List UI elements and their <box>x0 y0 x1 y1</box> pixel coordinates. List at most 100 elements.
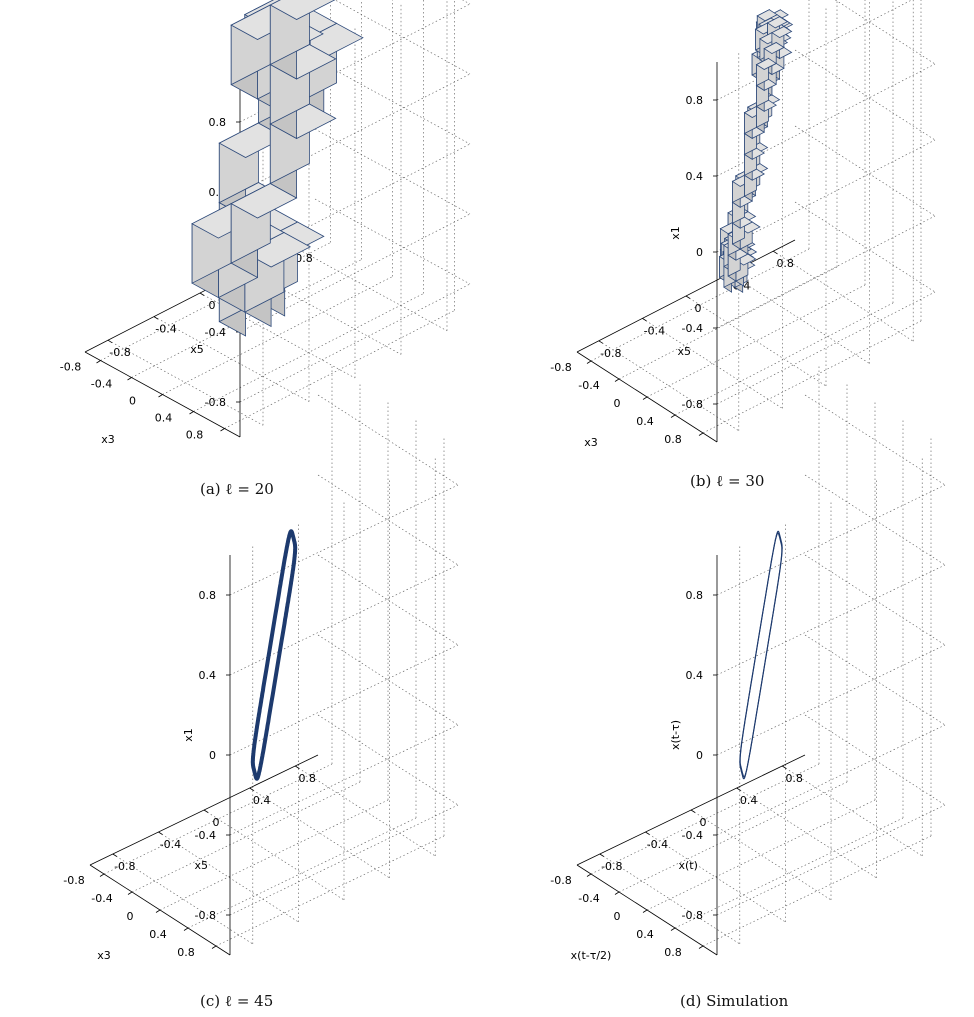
z-tick-label: 0.8 <box>209 116 227 129</box>
y-tick-label: -0.4 <box>155 323 176 336</box>
grid-line <box>239 213 471 333</box>
x-tick-label: -0.8 <box>550 874 571 887</box>
x-tick <box>96 360 101 364</box>
x-tick-label: 0.4 <box>636 928 654 941</box>
x-tick-label: -0.4 <box>91 892 112 905</box>
z-tick-label: 0 <box>696 246 703 259</box>
panel-c-plot: 0.80.40-0.4-0.8-0.8-0.400.40.80.80.40-0.… <box>63 364 459 962</box>
y-tick-label: 0.8 <box>298 772 316 785</box>
y-axis-label: x(t) <box>678 859 697 872</box>
grid-line <box>224 310 455 429</box>
cube-top-face <box>763 42 785 55</box>
grid-line <box>100 242 331 361</box>
x-axis-label: x3 <box>97 949 111 962</box>
box-cube <box>743 105 766 140</box>
grid-line <box>314 58 471 145</box>
y-tick <box>642 318 647 322</box>
z-tick-label: 0 <box>209 749 216 762</box>
x-tick-label: 0.8 <box>177 946 195 959</box>
x-tick <box>642 396 648 400</box>
x-tick <box>642 909 648 913</box>
box-cube <box>230 182 298 279</box>
grid-line <box>618 266 838 380</box>
y-tick <box>645 831 650 835</box>
y-tick <box>781 765 787 769</box>
y-tick-label: -0.4 <box>644 324 665 337</box>
z-axis-label: x(t-τ) <box>669 720 682 750</box>
z-tick-label: 0.4 <box>686 669 704 682</box>
x-tick-label: 0.4 <box>155 412 173 425</box>
x-tick <box>220 428 225 432</box>
x-axis-label: x(t-τ/2) <box>571 949 612 962</box>
grid-line <box>702 320 922 434</box>
y-tick <box>203 809 209 813</box>
box-cube <box>755 78 777 113</box>
caption-d: (d) Simulation <box>680 992 789 1010</box>
y-tick-label: 0.8 <box>776 257 794 270</box>
z-tick-label: 0.8 <box>199 589 217 602</box>
z-tick-label: -0.8 <box>205 396 226 409</box>
cube-top-face <box>756 9 778 22</box>
box-cube <box>269 0 336 80</box>
y-tick <box>249 787 254 791</box>
x-tick <box>183 927 189 931</box>
z-tick-label: -0.4 <box>195 829 216 842</box>
y-tick-label: -0.4 <box>647 838 668 851</box>
x-tick <box>670 927 676 931</box>
x-tick-label: 0 <box>129 395 136 408</box>
x-tick <box>670 414 676 418</box>
y-axis-label: x5 <box>677 345 691 358</box>
caption-b: (b) ℓ = 30 <box>690 472 765 490</box>
panel-b-plot: 0.80.40-0.4-0.8-0.8-0.400.40.80.80.40-0.… <box>550 0 936 449</box>
y-tick-label: -0.8 <box>601 860 622 873</box>
x-axis-label: x3 <box>101 433 115 446</box>
x-tick-label: -0.8 <box>60 361 81 374</box>
x-tick <box>211 945 217 949</box>
x-tick-label: -0.8 <box>550 361 571 374</box>
y-tick-label: -0.8 <box>114 860 135 873</box>
panel-d-plot: 0.80.40-0.4-0.8-0.8-0.400.40.80.80.40-0.… <box>550 364 946 962</box>
x-axis-label: x3 <box>584 436 598 449</box>
grid-line <box>291 245 448 332</box>
x-tick-label: 0.4 <box>149 928 167 941</box>
box-cube <box>755 57 777 92</box>
x-tick <box>586 873 592 877</box>
y-tick <box>772 250 778 255</box>
grid-line <box>716 0 913 101</box>
x-tick <box>614 891 620 895</box>
y-axis-label: x5 <box>190 343 204 356</box>
y-tick-label: -0.4 <box>160 838 181 851</box>
z-tick-label: 0.8 <box>686 589 704 602</box>
z-axis-label: x1 <box>669 226 682 240</box>
panel-a-plot: 0.80.40-0.4-0.8-0.8-0.400.40.80.80.40-0.… <box>60 0 471 446</box>
z-tick-label: -0.4 <box>682 322 703 335</box>
grid-line <box>153 316 310 402</box>
grid-line <box>674 302 894 416</box>
cube-top-face <box>269 0 336 20</box>
cube-top-face <box>766 16 789 29</box>
x-tick-label: 0 <box>614 397 621 410</box>
limit-cycle-curve <box>250 529 298 781</box>
y-tick <box>736 787 741 791</box>
caption-a: (a) ℓ = 20 <box>200 480 274 498</box>
y-tick <box>690 809 696 813</box>
x-tick <box>155 909 161 913</box>
grid-line <box>203 809 345 901</box>
y-tick <box>153 316 159 320</box>
x-tick-label: 0 <box>614 910 621 923</box>
x-tick-label: 0.8 <box>186 429 204 442</box>
x-tick-label: 0.4 <box>636 415 654 428</box>
z-axis-label: x1 <box>182 728 195 742</box>
y-tick-label: 0 <box>209 299 216 312</box>
grid-line <box>690 809 832 901</box>
x-tick <box>158 394 163 398</box>
cube-top-face <box>771 26 793 39</box>
y-tick <box>599 853 605 857</box>
y-tick-label: -0.8 <box>109 346 130 359</box>
grid-line <box>334 0 471 75</box>
y-tick-label: 0.8 <box>785 772 803 785</box>
grid-line <box>716 291 936 405</box>
limit-cycle-curve-inner <box>739 532 783 778</box>
z-tick-label: 0.4 <box>199 669 217 682</box>
y-tick <box>294 765 300 769</box>
